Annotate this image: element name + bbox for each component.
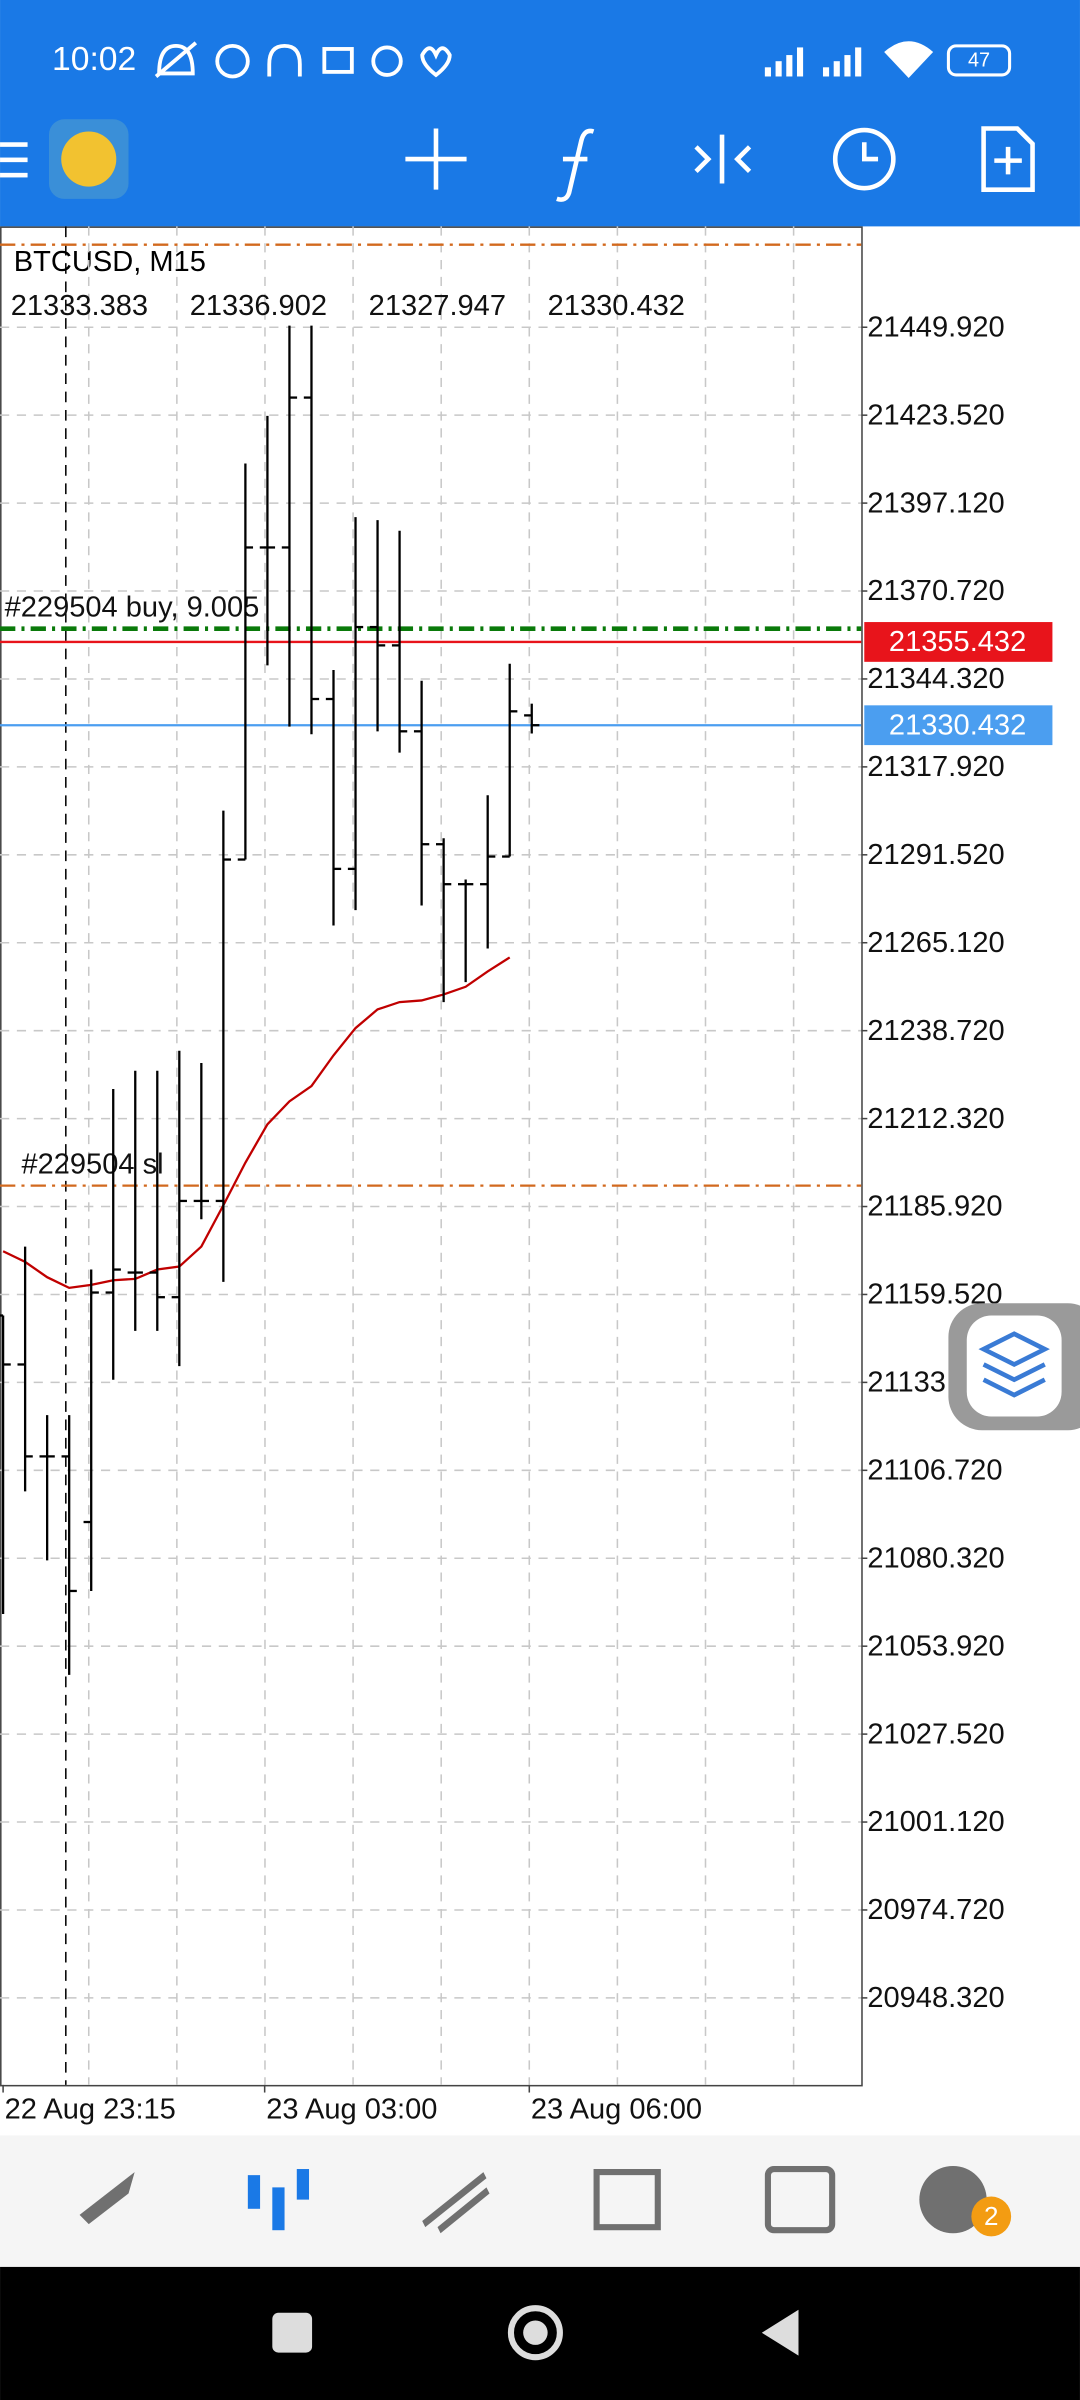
price-tag — [864, 705, 1053, 746]
ohlc-value: 21330.432 — [548, 290, 685, 322]
plot-frame — [0, 226, 863, 2087]
price-tag — [864, 622, 1053, 662]
menu[interactable] — [0, 142, 28, 178]
back-button[interactable] — [761, 2309, 799, 2356]
home-dot — [523, 2320, 548, 2345]
y-tick-label: 21106.720 — [867, 1455, 1002, 1487]
price-tag-label: 21355.432 — [889, 626, 1026, 658]
y-tick-label: 21344.320 — [867, 663, 1004, 695]
y-tick-label: 21053.920 — [867, 1630, 1004, 1662]
y-tick-label: 21370.720 — [867, 575, 1004, 607]
y-tick-label: 21449.920 — [867, 311, 1004, 343]
y-tick-label: 20948.320 — [867, 1982, 1004, 2014]
recents-button[interactable] — [272, 2312, 313, 2353]
price-tag-label: 21330.432 — [889, 709, 1026, 741]
battery — [946, 44, 1012, 77]
nav-icons[interactable] — [79, 2165, 987, 2234]
ohlc-value: 21333.383 — [11, 290, 148, 322]
y-tick-label: 21423.520 — [867, 399, 1004, 431]
y-tick-label: 21291.520 — [867, 839, 1004, 871]
badge-count: 2 — [984, 2201, 998, 2231]
moving-average — [2, 956, 511, 1290]
y-tick-label: 21185.920 — [867, 1191, 1002, 1223]
home-button[interactable] — [507, 2305, 563, 2361]
header — [0, 0, 1080, 227]
y-tick-label: 21080.320 — [867, 1542, 1004, 1574]
order-label: #229504 sl — [21, 1148, 163, 1180]
battery-level: 47 — [968, 49, 990, 71]
ohlc-value: 21336.902 — [190, 290, 327, 322]
y-tick-label: 21027.520 — [867, 1718, 1004, 1750]
bottom-nav — [0, 2135, 1080, 2267]
widget-icon — [978, 1331, 1050, 1398]
order-label: #229504 buy, 9.005 — [5, 592, 260, 624]
x-tick-label: 23 Aug 03:00 — [266, 2094, 437, 2126]
chart: BTCUSD, M15 21449.920 21423.520 21397.120 2… — [0, 226, 1053, 2126]
badge — [971, 2196, 1012, 2237]
status-icons — [154, 41, 452, 79]
y-tick-label: 21238.720 — [867, 1015, 1004, 1047]
y-tick-label: 21265.120 — [867, 927, 1004, 959]
symbol: BTCUSD, M15 — [14, 246, 206, 278]
y-tick-label: 20974.720 — [867, 1894, 1004, 1926]
logo-mark — [61, 131, 117, 187]
x-tick-label: 23 Aug 06:00 — [531, 2094, 702, 2126]
signal — [764, 41, 934, 79]
y-tick-label: 21001.120 — [867, 1806, 1004, 1838]
y-tick-label: 21212.320 — [867, 1103, 1004, 1135]
x-tick-label: 22 Aug 23:15 — [5, 2094, 176, 2126]
y-tick-label: 21397.120 — [867, 487, 1004, 519]
y-tick-label: 21317.920 — [867, 751, 1004, 783]
clock: 10:02 — [52, 41, 136, 78]
toolbar[interactable] — [405, 126, 1035, 202]
ohlc-value: 21327.947 — [369, 290, 506, 322]
